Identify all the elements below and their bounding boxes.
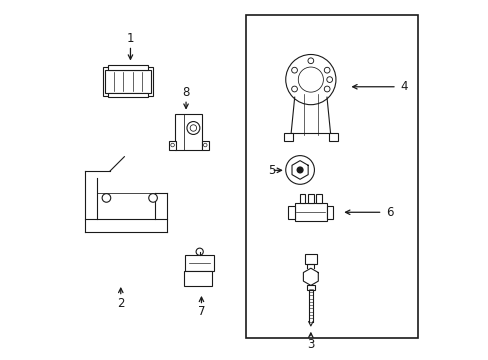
Bar [294,203,326,221]
Circle shape [307,58,313,64]
Circle shape [186,122,200,134]
Circle shape [190,125,196,131]
Bar [304,253,317,264]
Bar [146,67,153,96]
Bar [284,134,292,140]
Circle shape [285,156,314,184]
Circle shape [196,248,203,255]
Text: 4: 4 [400,80,407,93]
Circle shape [285,54,335,105]
Bar [169,140,176,149]
Circle shape [297,167,303,173]
Circle shape [291,67,297,73]
Bar [104,70,151,93]
Text: 5: 5 [267,164,275,177]
Bar [183,271,212,286]
Text: 1: 1 [126,32,134,45]
Bar [316,194,321,203]
Bar [201,140,208,149]
Bar [246,15,418,338]
Text: 6: 6 [386,206,393,219]
Bar [185,255,214,271]
Bar [306,285,314,290]
Polygon shape [303,268,318,285]
Text: 3: 3 [306,338,314,351]
Circle shape [291,86,297,92]
Text: 7: 7 [197,306,205,319]
Bar [326,206,333,219]
Circle shape [203,143,206,147]
Circle shape [298,67,323,92]
Circle shape [102,194,110,202]
Text: 2: 2 [117,297,124,310]
Circle shape [170,143,174,147]
Text: 8: 8 [182,86,189,99]
Circle shape [148,194,157,202]
Circle shape [324,86,329,92]
Bar [287,206,294,219]
Bar [108,93,147,97]
Bar [300,194,305,203]
Circle shape [324,67,329,73]
Bar [102,67,109,96]
Polygon shape [291,161,307,179]
Bar [307,194,313,203]
Circle shape [326,77,332,82]
Bar [108,66,147,70]
Bar [328,134,337,140]
Bar [175,114,202,149]
